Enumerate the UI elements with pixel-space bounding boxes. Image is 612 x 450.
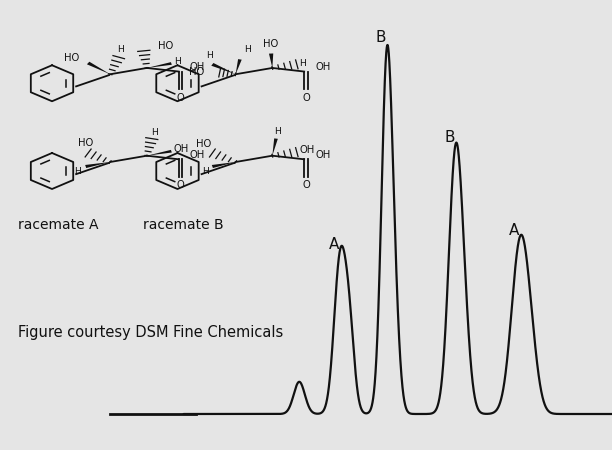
Polygon shape [212,162,236,168]
Text: H: H [151,128,158,137]
Polygon shape [236,59,242,74]
Text: OH: OH [190,62,205,72]
Text: Figure courtesy DSM Fine Chemicals: Figure courtesy DSM Fine Chemicals [18,325,283,341]
Text: H: H [274,127,281,136]
Text: H: H [206,51,214,60]
Text: racemate A: racemate A [18,218,99,232]
Text: O: O [302,180,310,190]
Text: H: H [117,45,124,54]
Polygon shape [211,63,236,74]
Text: HO: HO [78,139,93,148]
Polygon shape [272,139,278,156]
Text: H: H [74,166,81,176]
Text: OH: OH [174,144,189,154]
Polygon shape [147,150,172,156]
Text: H: H [174,57,181,66]
Text: OH: OH [315,150,330,160]
Text: O: O [177,180,184,190]
Text: H: H [202,166,209,176]
Text: OH: OH [299,145,315,155]
Text: H: H [299,59,306,68]
Text: HO: HO [158,41,173,51]
Text: HO: HO [196,140,211,149]
Text: HO: HO [188,67,204,77]
Polygon shape [147,62,172,68]
Text: B: B [444,130,455,145]
Text: A: A [329,238,339,252]
Text: H: H [244,45,251,54]
Text: OH: OH [315,62,330,72]
Text: HO: HO [64,53,80,63]
Polygon shape [269,54,273,68]
Polygon shape [85,162,110,168]
Text: O: O [177,93,184,103]
Text: B: B [376,30,386,45]
Text: racemate B: racemate B [143,218,224,232]
Polygon shape [87,62,110,74]
Text: O: O [302,93,310,103]
Text: OH: OH [190,150,205,160]
Text: HO: HO [264,39,278,49]
Text: A: A [509,223,519,238]
